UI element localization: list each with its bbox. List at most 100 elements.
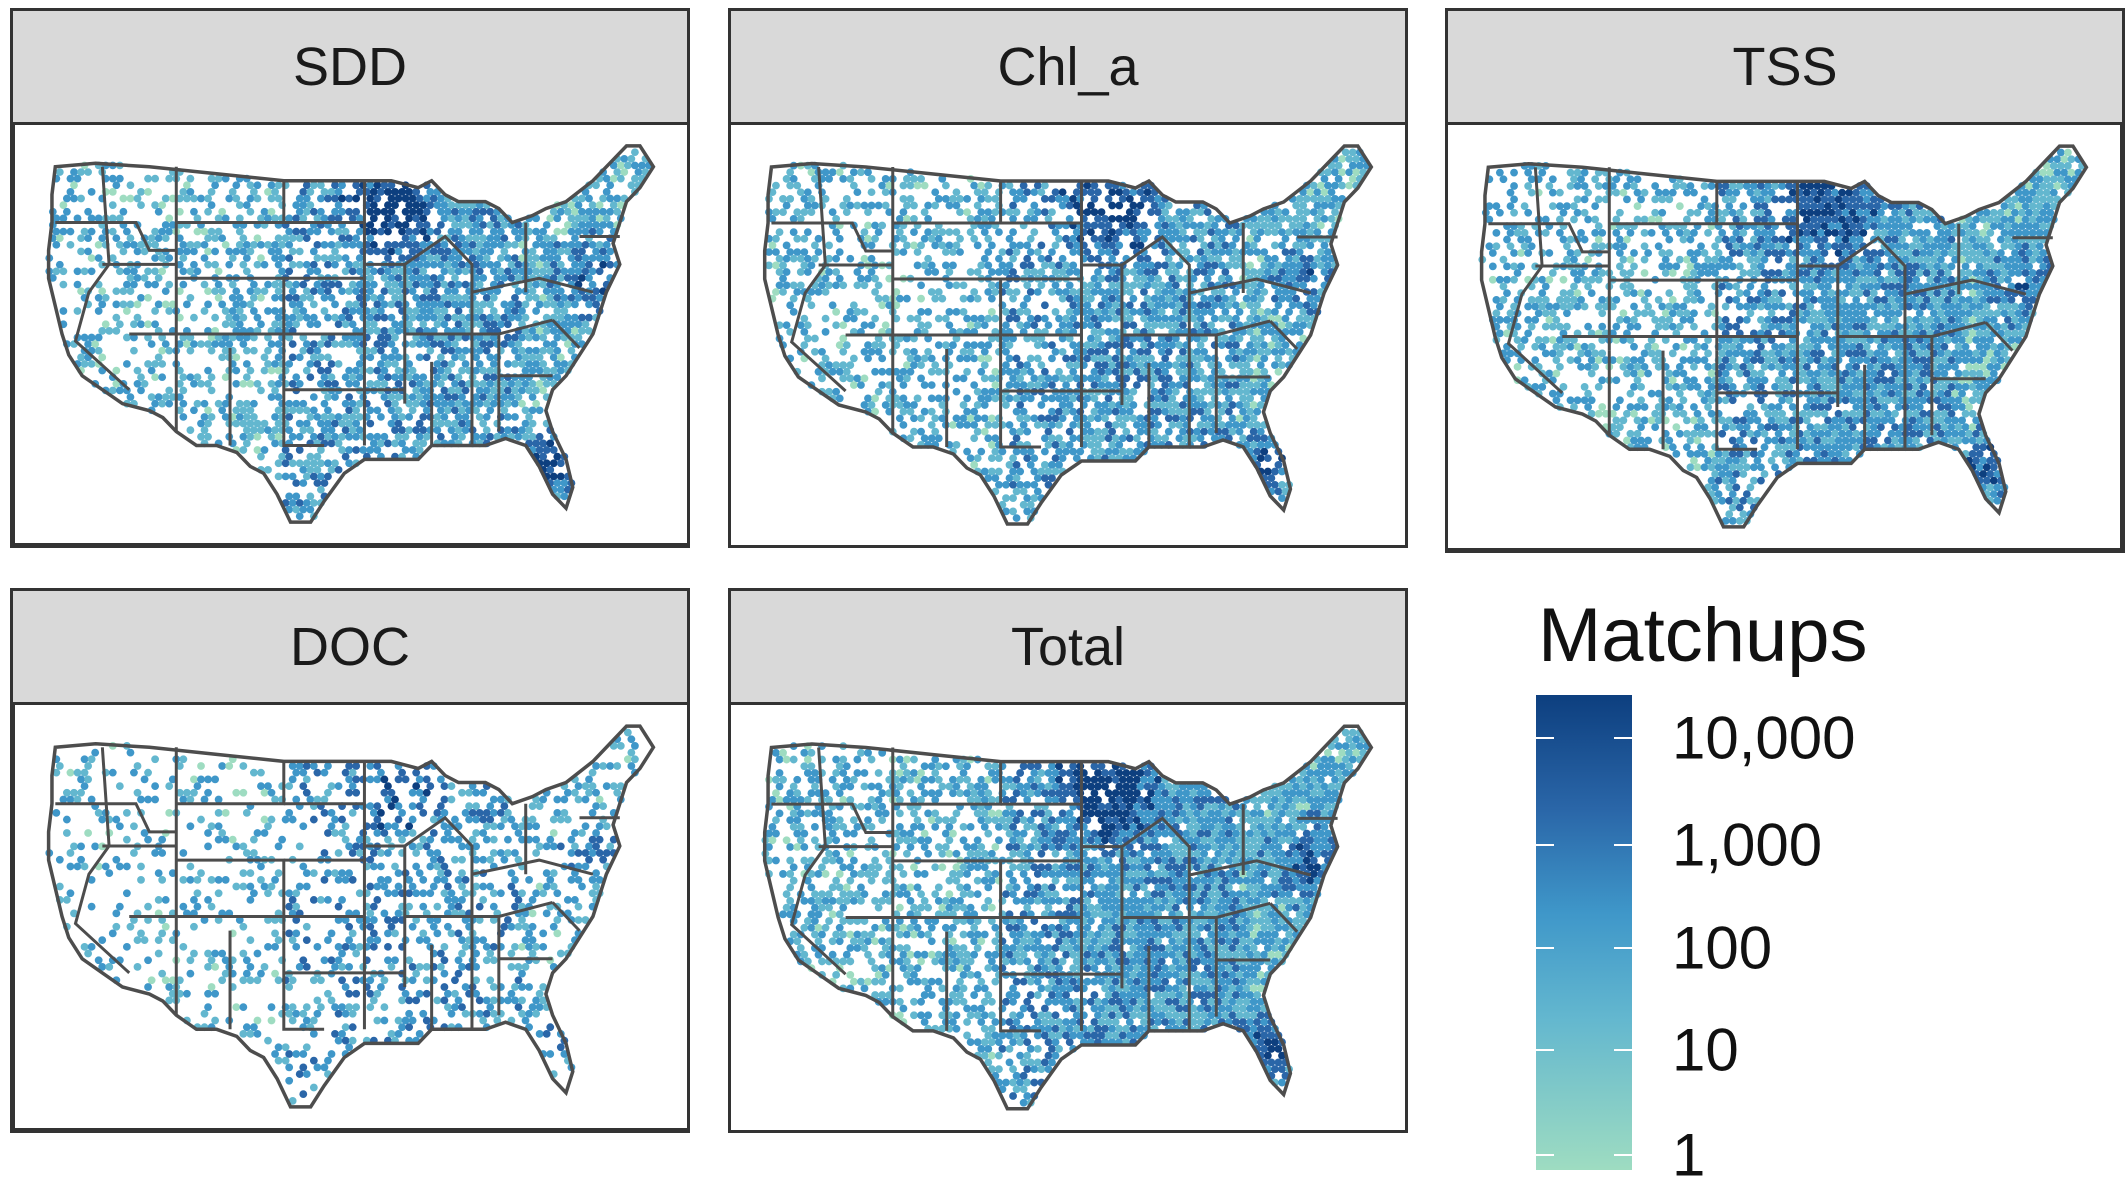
hexbin-cell xyxy=(158,254,166,262)
hexbin-cell xyxy=(599,195,607,203)
hexbin-cell xyxy=(349,413,357,421)
hexbin-cell xyxy=(391,294,399,302)
hexbin-cell xyxy=(606,181,614,189)
hexbin-cell xyxy=(356,241,364,249)
hexbin-cell xyxy=(931,228,939,236)
hexbin-cell xyxy=(504,426,512,434)
hexbin-cell xyxy=(1824,202,1832,210)
hexbin-cell xyxy=(328,413,336,421)
hexbin-cell xyxy=(356,294,364,302)
hexbin-cell xyxy=(1877,303,1885,311)
hexbin-cell xyxy=(1197,368,1205,376)
hexbin-cell xyxy=(1229,321,1237,329)
hexbin-cell xyxy=(1006,461,1014,469)
hexbin-cell xyxy=(229,188,237,196)
hexbin-cell xyxy=(1137,242,1145,250)
hexbin-cell xyxy=(243,201,251,209)
hexbin-cell xyxy=(1856,236,1864,244)
hexbin-cell xyxy=(412,294,420,302)
hexbin-cell xyxy=(1023,268,1031,276)
hexbin-cell xyxy=(546,241,554,249)
hexbin-cell xyxy=(1172,268,1180,276)
hexbin-cell xyxy=(1306,255,1314,263)
hexbin-cell xyxy=(1803,242,1811,250)
hexbin-cell xyxy=(553,453,561,461)
hexbin-cell xyxy=(254,195,262,203)
hexbin-cell xyxy=(1672,303,1680,311)
hexbin-cell xyxy=(1030,468,1038,476)
hexbin-cell xyxy=(1137,255,1145,263)
hexbin-cell xyxy=(1009,202,1017,210)
hexbin-cell xyxy=(508,314,516,322)
hexbin-cell xyxy=(1168,421,1176,429)
hexbin-cell xyxy=(1013,208,1021,216)
hexbin-cell xyxy=(271,320,279,328)
hexbin-cell xyxy=(1732,229,1740,237)
hexbin-cell xyxy=(483,413,491,421)
hexbin-cell xyxy=(1069,421,1077,429)
hexbin-cell xyxy=(1916,216,1924,224)
hexbin-cell xyxy=(2046,182,2054,190)
hexbin-cell xyxy=(391,241,399,249)
hexbin-cell xyxy=(1909,229,1917,237)
hexbin-cell xyxy=(793,235,801,243)
hexbin-cell xyxy=(197,420,205,428)
hexbin-cell xyxy=(1962,236,1970,244)
hexbin-cell xyxy=(1884,222,1892,230)
hexbin-cell xyxy=(1912,236,1920,244)
hexbin-cell xyxy=(568,347,576,355)
hexbin-cell xyxy=(606,261,614,269)
hexbin-cell xyxy=(1676,229,1684,237)
hexbin-cell xyxy=(2001,269,2009,277)
hexbin-cell xyxy=(1239,381,1247,389)
hexbin-cell xyxy=(1743,249,1751,257)
hexbin-cell xyxy=(416,195,424,203)
hexbin-cell xyxy=(931,295,939,303)
hexbin-cell xyxy=(1986,256,1994,264)
hexbin-cell xyxy=(1066,428,1074,436)
hexbin-cell xyxy=(1062,288,1070,296)
hexbin-cell xyxy=(1321,268,1329,276)
hexbin-cell xyxy=(2068,155,2076,163)
hexbin-cell xyxy=(1909,283,1917,291)
hexbin-cell xyxy=(900,421,908,429)
hexbin-cell xyxy=(1048,461,1056,469)
hexbin-cell xyxy=(536,446,544,454)
hexbin-cell xyxy=(1771,289,1779,297)
hexbin-cell xyxy=(1073,321,1081,329)
hexbin-cell xyxy=(1317,222,1325,230)
hexbin-cell xyxy=(1112,235,1120,243)
hexbin-cell xyxy=(2029,216,2037,224)
hexbin-cell xyxy=(779,275,787,283)
hexbin-cell xyxy=(543,261,551,269)
hexbin-cell xyxy=(419,320,427,328)
hexbin-cell xyxy=(599,221,607,229)
hexbin-cell xyxy=(395,327,403,335)
hexbin-cell xyxy=(317,208,325,216)
hexbin-cell xyxy=(960,401,968,409)
hexbin-cell xyxy=(1306,228,1314,236)
hexbin-cell xyxy=(1020,381,1028,389)
hexbin-cell xyxy=(1612,175,1620,183)
hexbin-cell xyxy=(1665,262,1673,270)
hexbin-cell xyxy=(391,360,399,368)
hexbin-cell xyxy=(1119,434,1127,442)
hexbin-cell xyxy=(1246,262,1254,270)
hexbin-cell xyxy=(853,202,861,210)
hexbin-cell xyxy=(1817,296,1825,304)
hexbin-cell xyxy=(448,281,456,289)
hexbin-cell xyxy=(1133,381,1141,389)
hexbin-cell xyxy=(155,274,163,282)
hexbin-cell xyxy=(1009,508,1017,516)
hexbin-cell xyxy=(1073,295,1081,303)
hexbin-cell xyxy=(1179,414,1187,422)
hexbin-cell xyxy=(1937,256,1945,264)
hexbin-cell xyxy=(1250,228,1258,236)
hexbin-cell xyxy=(1151,321,1159,329)
hexbin-cell xyxy=(1986,269,1994,277)
hexbin-cell xyxy=(366,208,374,216)
hexbin-cell xyxy=(395,287,403,295)
hexbin-cell xyxy=(1687,262,1695,270)
hexbin-cell xyxy=(543,327,551,335)
hexbin-cell xyxy=(900,381,908,389)
